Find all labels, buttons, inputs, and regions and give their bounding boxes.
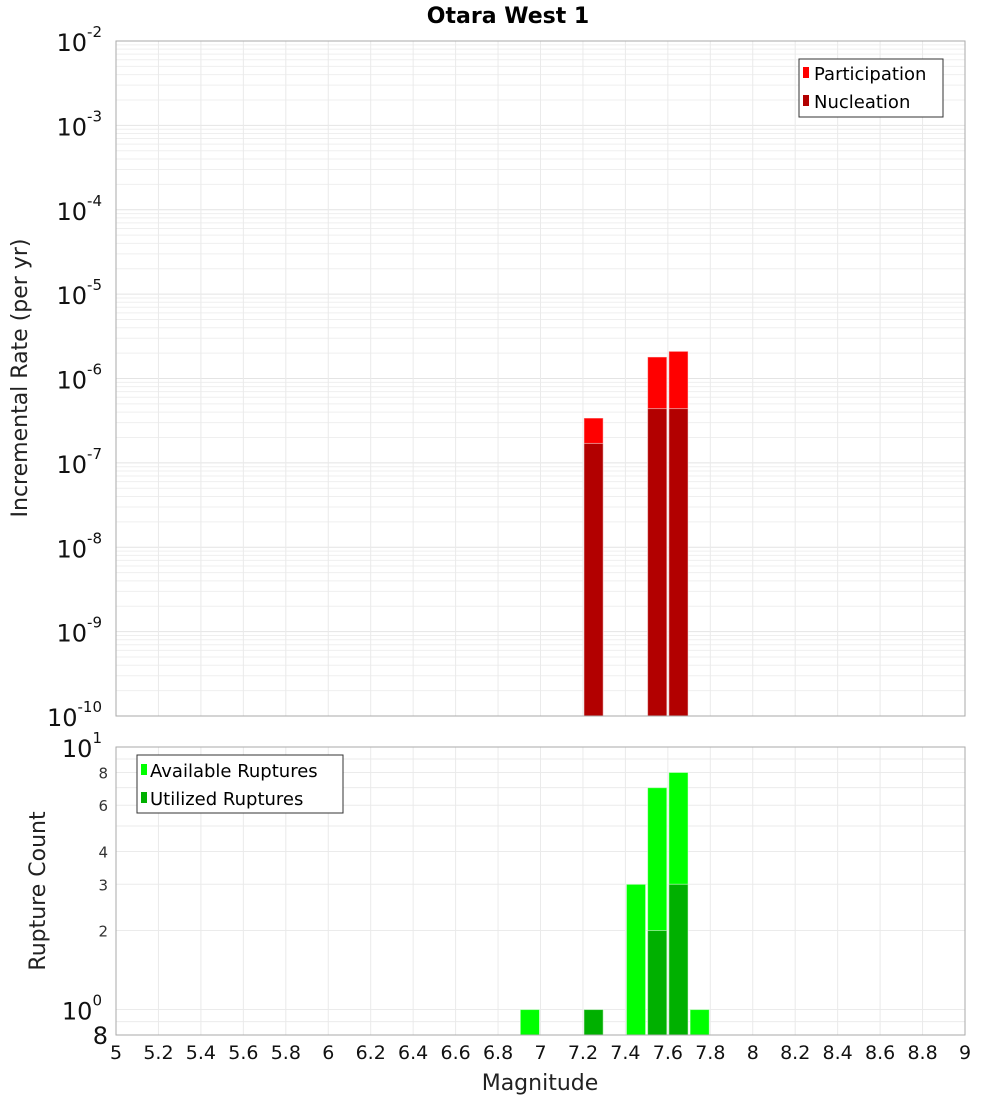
x-axis-title: Magnitude (482, 1071, 599, 1096)
legend-utilized: Utilized Ruptures (150, 789, 303, 810)
participation-swatch-icon (803, 67, 809, 78)
top-legend: Participation Nucleation (798, 58, 944, 118)
nucleation-swatch-icon (803, 95, 809, 106)
available-ruptures-bar (689, 1009, 710, 1036)
y-tick-label: 6 (98, 797, 108, 815)
x-tick-label: 5.8 (271, 1042, 301, 1064)
top-y-axis-title: Incremental Rate (per yr) (8, 239, 33, 518)
available-ruptures-bar (519, 1009, 541, 1036)
x-tick-labels: 5 5.2 5.4 5.6 5.8 6 6.2 6.4 6.6 6.8 7 7.2 7.4 7.6 7.8 8… (110, 1042, 971, 1064)
utilized-ruptures-bar (668, 883, 689, 1036)
legend-available: Available Ruptures (150, 761, 318, 782)
x-tick-label: 8 (747, 1042, 759, 1064)
x-tick-label: 6.2 (356, 1042, 386, 1064)
x-tick-label: 8.6 (865, 1042, 895, 1064)
x-tick-label: 8.4 (823, 1042, 853, 1064)
top-bars (583, 350, 689, 717)
top-legend-box (798, 58, 944, 118)
legend-participation: Participation (814, 64, 926, 85)
top-grid (115, 41, 966, 717)
top-plot-border (115, 40, 966, 717)
x-tick-label: 6.8 (483, 1042, 513, 1064)
utilized-ruptures-bar (583, 1009, 604, 1036)
x-tick-label: 5.2 (143, 1042, 173, 1064)
y-tick-label: 10-9 (56, 614, 102, 648)
x-tick-label: 8.8 (907, 1042, 937, 1064)
x-tick-label: 7 (534, 1042, 546, 1064)
y-tick-label: 4 (98, 843, 108, 861)
bottom-legend: Available Ruptures Utilized Ruptures (136, 754, 344, 814)
available-ruptures-bar (625, 883, 647, 1036)
y-tick-label: 10-5 (56, 276, 102, 310)
available-swatch-icon (141, 764, 147, 775)
y-tick-label: 10-3 (56, 107, 102, 141)
y-tick-label: 100 (62, 992, 102, 1026)
y-tick-label: 10-2 (56, 23, 102, 57)
x-tick-label: 7.2 (568, 1042, 598, 1064)
x-tick-label: 5.6 (228, 1042, 258, 1064)
y-tick-label: 2 (98, 923, 108, 941)
y-tick-label: 10-6 (56, 361, 102, 395)
x-tick-label: 6.6 (440, 1042, 470, 1064)
utilized-ruptures-bar (647, 930, 668, 1036)
utilized-swatch-icon (141, 792, 147, 803)
chart-title: Otara West 1 (427, 4, 589, 29)
y-tick-label: 8 (98, 764, 108, 782)
x-tick-label: 8.2 (780, 1042, 810, 1064)
y-tick-label: 10-10 (47, 698, 102, 732)
x-tick-label: 9 (959, 1042, 971, 1064)
x-tick-label: 5 (110, 1042, 122, 1064)
x-tick-label: 5.4 (186, 1042, 216, 1064)
y-tick-label: 10-8 (56, 529, 102, 563)
x-tick-label: 7.4 (610, 1042, 640, 1064)
x-tick-label: 7.6 (653, 1042, 683, 1064)
bottom-y-axis-title: Rupture Count (26, 811, 51, 971)
x-tick-label: 7.8 (695, 1042, 725, 1064)
bottom-legend-box (136, 754, 344, 814)
x-tick-label: 6 (322, 1042, 334, 1064)
y-tick-label: 3 (98, 876, 108, 894)
nucleation-bar (583, 442, 604, 717)
y-tick-label: 101 (62, 729, 102, 763)
y-tick-label: 10-4 (56, 192, 102, 226)
y-tick-label: 10-7 (56, 445, 102, 479)
top-y-tick-labels: 10-2 10-3 10-4 10-5 10-6 10-7 10-8 10-9 10-10 (47, 23, 102, 732)
nucleation-bar (668, 408, 689, 717)
nucleation-bar (647, 408, 668, 717)
participation-nucleation-plot: 10-2 10-3 10-4 10-5 10-6 10-7 10-8 10-9 10-10 In… (8, 23, 966, 732)
legend-nucleation: Nucleation (814, 92, 910, 113)
y-tick-label: 8 (93, 1022, 108, 1050)
x-tick-label: 6.4 (398, 1042, 428, 1064)
bottom-plot-border (115, 746, 966, 1036)
